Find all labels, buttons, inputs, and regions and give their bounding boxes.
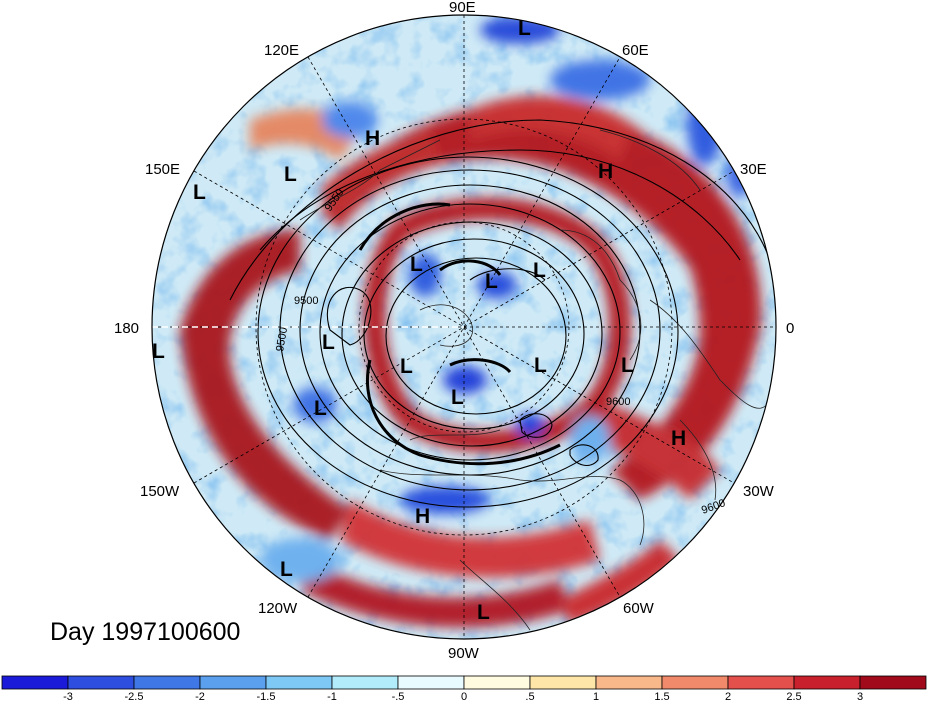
colorbar-tick-label: 0	[461, 691, 467, 702]
pressure-center-low: L	[485, 270, 498, 293]
colorbar-tick-label: -2	[195, 691, 205, 702]
colorbar-swatch	[859, 675, 927, 690]
contour-label: 9500	[294, 295, 318, 307]
colorbar-tick-label: -1	[327, 691, 337, 702]
colorbar-tick-label: 1.5	[654, 691, 669, 702]
colorbar-tick-label: 3	[857, 691, 863, 702]
pressure-center-low: L	[322, 331, 335, 354]
colorbar-swatch	[529, 675, 597, 690]
colorbar-swatch	[463, 675, 531, 690]
pressure-center-low: L	[193, 181, 206, 204]
pressure-center-low: L	[518, 17, 531, 40]
pressure-center-high: H	[671, 427, 686, 450]
lon-label-60e: 60E	[622, 42, 649, 59]
colorbar-swatch	[793, 675, 861, 690]
contour-label: 9600	[606, 396, 630, 408]
colorbar-swatch	[661, 675, 729, 690]
lon-label-150w: 150W	[140, 483, 180, 500]
lon-label-90w: 90W	[448, 645, 480, 662]
colorbar-swatch	[331, 675, 399, 690]
map-title: Day 1997100600	[50, 618, 241, 646]
pressure-center-low: L	[152, 340, 165, 363]
pressure-center-low: L	[621, 354, 634, 377]
colorbar-tick-label: 2.5	[786, 691, 801, 702]
longitude-labels: 90E 60E 30E 0 30W 60W 90W 120W 150W 180 …	[114, 0, 794, 662]
lon-label-150e: 150E	[145, 161, 180, 178]
pressure-center-low: L	[534, 354, 547, 377]
colorbar-swatch	[727, 675, 795, 690]
colorbar-swatch	[1, 675, 69, 690]
contour-label-group: 9500 9550 9600 9600 9500	[274, 187, 727, 517]
colorbar-swatch	[595, 675, 663, 690]
lon-label-180: 180	[114, 320, 139, 337]
pressure-center-low: H	[415, 505, 430, 528]
lon-label-30w: 30W	[743, 483, 775, 500]
colorbar-tick-label: 2	[725, 691, 731, 702]
colorbar-swatch	[133, 675, 201, 690]
lon-label-120w: 120W	[258, 600, 298, 617]
pressure-center-low: L	[451, 386, 464, 409]
lon-label-120e: 120E	[264, 42, 299, 59]
pressure-center-high: L	[477, 601, 490, 624]
anomaly-field	[152, 15, 776, 639]
colorbar-tick-label: .5	[525, 691, 534, 702]
pressure-center-low: L	[400, 355, 413, 378]
colorbar-swatch	[67, 675, 135, 690]
coastlines	[299, 129, 771, 631]
colorbar: -3 -2.5 -2 -1.5 -1 -.5 0 .5 1 1.5 2 2.5 3	[1, 675, 927, 702]
contour-lines	[229, 119, 771, 508]
pressure-center-high: L	[314, 397, 327, 420]
colorbar-swatch	[397, 675, 465, 690]
lon-label-60w: 60W	[623, 600, 655, 617]
colorbar-swatch	[265, 675, 333, 690]
lon-label-0: 0	[786, 320, 794, 337]
lon-label-90e: 90E	[449, 0, 476, 16]
pressure-center-low: L	[280, 558, 293, 581]
colorbar-tick-label: -1.5	[257, 691, 276, 702]
pressure-centers: L H H L L L L L L L L L L L L H H L L	[152, 17, 686, 624]
lon-label-30e: 30E	[740, 161, 767, 178]
colorbar-tick-label: -3	[63, 691, 73, 702]
pressure-center-low: L	[533, 259, 546, 282]
contour-label: 9500	[274, 326, 290, 352]
pressure-center-high: H	[598, 160, 613, 183]
pressure-center-low: L	[410, 253, 423, 276]
colorbar-tick-label: -2.5	[125, 691, 144, 702]
colorbar-tick-label: -.5	[392, 691, 405, 702]
colorbar-tick-label: 1	[593, 691, 599, 702]
pressure-center-high: H	[365, 127, 380, 150]
colorbar-swatch	[199, 675, 267, 690]
pressure-center-low: L	[284, 163, 297, 186]
map-boundary	[151, 14, 777, 640]
